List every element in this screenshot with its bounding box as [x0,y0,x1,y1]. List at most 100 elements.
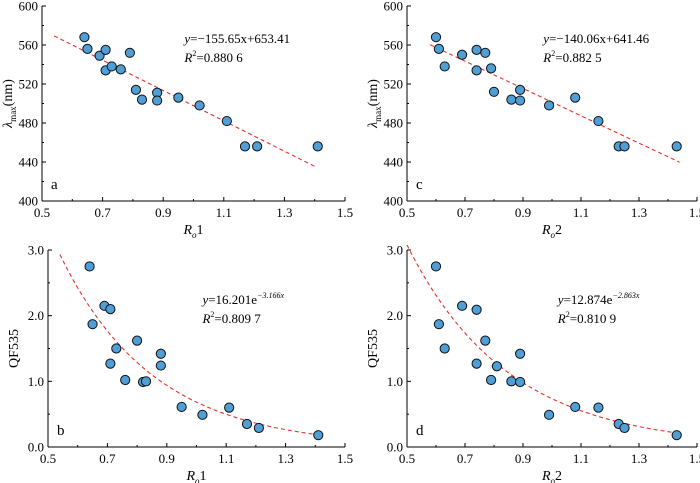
data-point [471,44,482,55]
data-point [480,335,491,346]
data-point [480,47,491,58]
y-tick-label: 560 [19,38,39,53]
data-point [130,84,142,95]
data-point [136,94,148,105]
data-point [515,84,526,95]
x-tick-label: 0.5 [40,451,56,466]
data-point [433,319,444,330]
x-tick-label: 1.3 [631,451,647,466]
fit-equation: y=12.874e−2.863x [556,291,640,307]
data-point [252,141,263,152]
y-axis-label: QF535 [7,329,22,368]
x-tick-label: 0.7 [457,451,474,466]
y-tick-label: 0.0 [28,440,44,455]
y-tick-label: 480 [19,116,39,131]
fit-line [406,244,680,434]
fit-line [59,254,316,435]
x-tick-label: 0.9 [515,451,531,466]
panel-d: 0.5 0.7 0.9 1.1 1.3 1.5 0.0 1.0 2.0 3.0 d y=12.874e… [366,243,700,483]
data-point [87,319,98,330]
data-point [115,64,126,75]
data-point [515,376,526,388]
data-point [197,409,208,420]
data-point [155,348,166,359]
data-point [241,418,253,430]
x-tick-label: 0.9 [155,205,171,220]
data-point [155,360,166,371]
y-tick-label: 560 [384,38,404,53]
x-tick-label: 1.1 [218,451,234,466]
y-tick-label: 2.0 [28,308,44,323]
data-point [194,100,205,111]
y-tick-label: 600 [19,0,39,14]
data-point [439,343,450,354]
y-tick-label: 400 [384,194,404,209]
x-tick-label: 0.7 [99,451,116,466]
data-point [224,402,235,413]
y-tick-label: 440 [384,155,404,170]
x-tick-label: 0.5 [34,205,50,220]
data-point [152,95,163,106]
data-point [457,49,468,60]
r-squared-label: R2=0.810 9 [557,310,616,326]
data-point [593,115,604,127]
data-point [491,361,502,372]
x-tick-label: 1.1 [573,451,589,466]
fit-line [429,44,680,163]
x-tick-label: 0.7 [94,205,111,220]
y-tick-label: 440 [19,155,39,170]
y-axis-label: QF535 [366,329,381,368]
x-tick-label: 0.7 [457,205,474,220]
x-tick-label: 1.3 [277,451,293,466]
data-point [457,300,468,311]
data-point [506,94,517,105]
panel-letter: d [416,423,424,439]
y-tick-label: 1.0 [28,374,44,389]
data-point [105,358,116,369]
fit-equation: y=−155.65x+653.41 [182,31,290,46]
data-point [79,32,90,43]
panel-letter: a [51,177,58,193]
r-squared-label: R2=0.882 5 [542,49,601,65]
data-point [105,304,116,315]
data-point [433,43,444,55]
data-point [486,63,497,74]
panel-letter: b [57,423,65,439]
data-point [94,50,105,61]
x-tick-label: 1.3 [276,205,292,220]
y-tick-label: 520 [384,77,404,92]
data-point [471,65,482,76]
x-tick-label: 1.5 [689,451,700,466]
data-point [106,61,117,72]
x-tick-label: 0.9 [515,205,531,220]
data-point [619,141,630,152]
data-point [671,430,682,441]
panel-c: 0.5 0.7 0.9 1.1 1.3 1.5 400 440 480 520 560 600 c y=−… [366,0,700,240]
data-point [570,401,581,413]
data-point [239,141,251,152]
data-point [544,409,555,420]
data-point [671,141,682,152]
y-tick-label: 600 [384,0,404,14]
data-point [544,100,555,111]
panel-b: 0.5 0.7 0.9 1.1 1.3 1.5 0.0 1.0 2.0 3.0 b y=16.201e… [7,243,353,483]
data-point [515,348,526,359]
data-point [132,335,143,346]
data-point [570,92,581,103]
panel-a: 0.5 0.7 0.9 1.1 1.3 1.5 400 440 480 520 560 600 a y=−… [1,0,353,240]
x-axis-label: Ro2 [541,223,562,240]
y-tick-label: 1.0 [387,374,403,389]
x-tick-label: 1.5 [337,451,353,466]
r-squared-label: R2=0.880 6 [183,49,243,65]
data-point [619,422,630,434]
x-tick-label: 1.1 [216,205,232,220]
data-point [430,261,442,272]
data-point [471,304,482,315]
x-tick-label: 1.5 [689,205,700,220]
y-tick-label: 480 [384,116,404,131]
y-tick-label: 3.0 [387,243,403,258]
y-tick-label: 520 [19,77,39,92]
y-tick-label: 2.0 [387,308,403,323]
data-point [111,343,122,354]
